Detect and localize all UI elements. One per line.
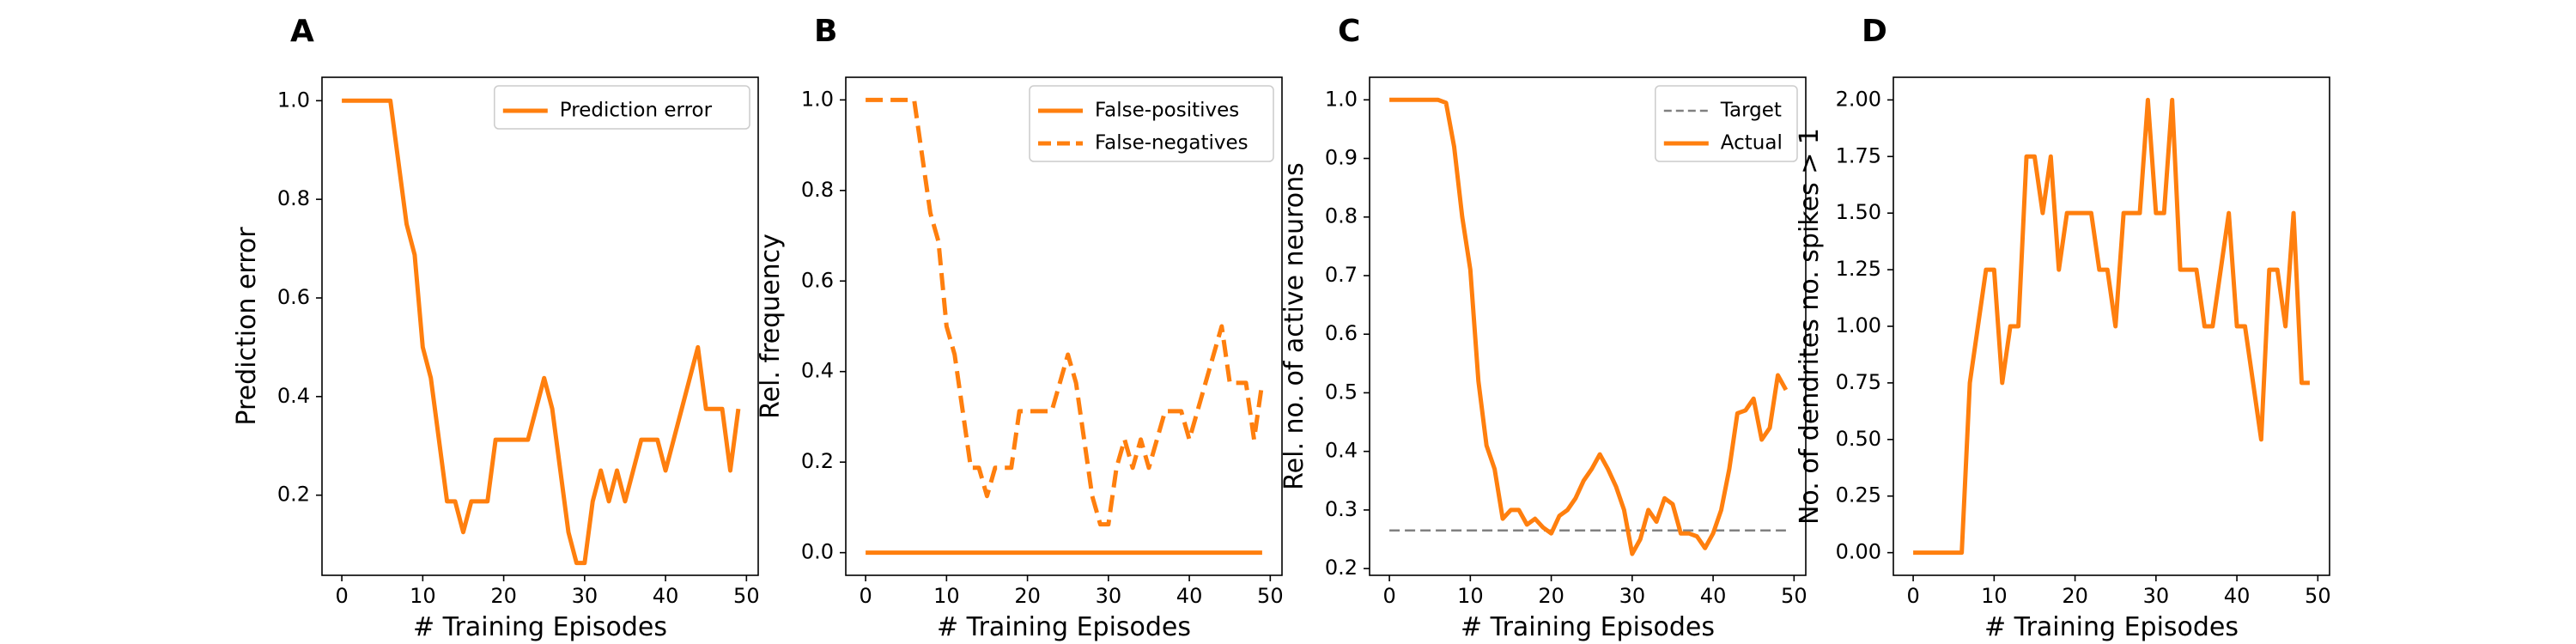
x-tick-label: 40: [1176, 584, 1203, 608]
y-axis-label: Rel. no. of active neurons: [1279, 162, 1309, 490]
y-tick-label: 1.0: [801, 87, 834, 111]
panel-letter: A: [290, 14, 314, 49]
x-tick-label: 30: [1619, 584, 1646, 608]
x-tick-label: 10: [933, 584, 960, 608]
x-tick-label: 50: [1257, 584, 1284, 608]
legend: Prediction error: [494, 85, 750, 130]
x-tick-label: 40: [2224, 584, 2251, 608]
x-tick-label: 30: [1096, 584, 1122, 608]
series-line-false-negatives: [866, 97, 1265, 527]
x-tick-label: 0: [859, 584, 872, 608]
x-tick-label: 40: [653, 584, 679, 608]
x-tick-label: 40: [1700, 584, 1727, 608]
y-tick-label: 0.3: [1325, 497, 1358, 521]
legend-label: False-positives: [1095, 100, 1239, 122]
y-tick-label: 0.8: [277, 186, 310, 210]
panel-letter: D: [1862, 14, 1887, 49]
x-tick-label: 20: [1014, 584, 1041, 608]
series-line-prediction-error: [342, 98, 741, 566]
y-tick-label: 0.2: [801, 449, 834, 473]
axes-frame: [1893, 76, 2330, 576]
y-tick-label: 0.6: [1325, 321, 1358, 345]
y-tick-label: 0.6: [277, 285, 310, 309]
y-tick-label: 0.0: [801, 540, 834, 564]
legend-label: Target: [1720, 100, 1782, 122]
y-tick-label: 0.8: [801, 178, 834, 202]
y-tick-label: 1.0: [277, 88, 310, 112]
x-tick-label: 20: [1538, 584, 1564, 608]
legend-label: Actual: [1721, 132, 1783, 155]
panel-b: B 0 10 20 30 40 50 0.0 0.2 0.4 0.6 0.8 1.0 # Training…: [756, 14, 1284, 642]
y-tick-label: 0.9: [1325, 146, 1358, 170]
y-tick-label: 0.8: [1325, 204, 1358, 228]
panel-d: D 0 10 20 30 40 50 0.00 0.25 0.50 0.75 1.00 1.25 1.50…: [1795, 14, 2331, 642]
y-tick-label: 2.00: [1836, 87, 1881, 111]
y-tick-label: 1.50: [1836, 200, 1881, 224]
y-tick-label: 0.50: [1836, 427, 1881, 451]
x-tick-label: 50: [2305, 584, 2331, 608]
panel-letter: B: [814, 14, 837, 49]
x-axis-label: # Training Episodes: [1461, 612, 1715, 642]
legend-box: [1029, 85, 1274, 162]
y-tick-label: 0.5: [1325, 380, 1358, 404]
x-tick-label: 30: [2143, 584, 2170, 608]
y-axis-label: No. of dendrites no. spikes > 1: [1795, 128, 1825, 525]
y-tick-label: 1.0: [1325, 87, 1358, 111]
y-axis-label: Rel. frequency: [756, 234, 786, 419]
legend: False-positives False-negatives: [1029, 85, 1274, 162]
y-tick-label: 0.75: [1836, 370, 1881, 394]
y-tick-label: 0.00: [1836, 540, 1881, 564]
legend-label: False-negatives: [1095, 132, 1249, 155]
y-tick-label: 0.6: [801, 268, 834, 292]
x-axis-label: # Training Episodes: [937, 612, 1191, 642]
x-tick-label: 0: [1906, 584, 1919, 608]
x-tick-label: 50: [733, 584, 760, 608]
x-axis-label: # Training Episodes: [1984, 612, 2239, 642]
y-tick-label: 0.25: [1836, 483, 1881, 507]
x-tick-label: 0: [1382, 584, 1395, 608]
panel-c: C 0 10 20 30 40 50 0.2 0.3 0.4 0.5 0.6 0.7 0.8 0.9 1.0 #…: [1279, 14, 1807, 642]
panel-a: A 0 10 20 30 40 50 0.2 0.4 0.6 0.8 1.0 # Training Ep…: [232, 14, 760, 642]
x-tick-label: 0: [335, 584, 348, 608]
x-tick-label: 30: [572, 584, 598, 608]
y-tick-label: 1.00: [1836, 313, 1881, 337]
x-tick-label: 50: [1781, 584, 1807, 608]
panel-letter: C: [1338, 14, 1360, 49]
y-tick-label: 0.4: [277, 384, 310, 408]
legend: Target Actual: [1655, 85, 1798, 162]
x-tick-label: 10: [1981, 584, 2008, 608]
y-tick-label: 0.4: [801, 359, 834, 383]
y-axis-label: Prediction error: [232, 227, 262, 426]
axes-frame: [321, 76, 759, 576]
x-tick-label: 20: [2062, 584, 2088, 608]
axes-frame: [1369, 76, 1807, 576]
y-tick-label: 0.2: [1325, 556, 1358, 580]
legend-box: [494, 85, 750, 130]
x-axis-label: # Training Episodes: [413, 612, 667, 642]
y-tick-label: 0.7: [1325, 263, 1358, 287]
y-tick-label: 0.4: [1325, 439, 1358, 463]
y-tick-label: 1.75: [1836, 143, 1881, 167]
x-tick-label: 10: [1457, 584, 1484, 608]
x-tick-label: 20: [490, 584, 517, 608]
legend-label: Prediction error: [560, 100, 713, 122]
x-tick-label: 10: [410, 584, 436, 608]
series-line-main: [1913, 97, 2310, 556]
series-line-actual: [1389, 97, 1789, 556]
y-tick-label: 0.2: [277, 483, 310, 507]
axes-frame: [845, 76, 1283, 576]
y-tick-label: 1.25: [1836, 257, 1881, 281]
